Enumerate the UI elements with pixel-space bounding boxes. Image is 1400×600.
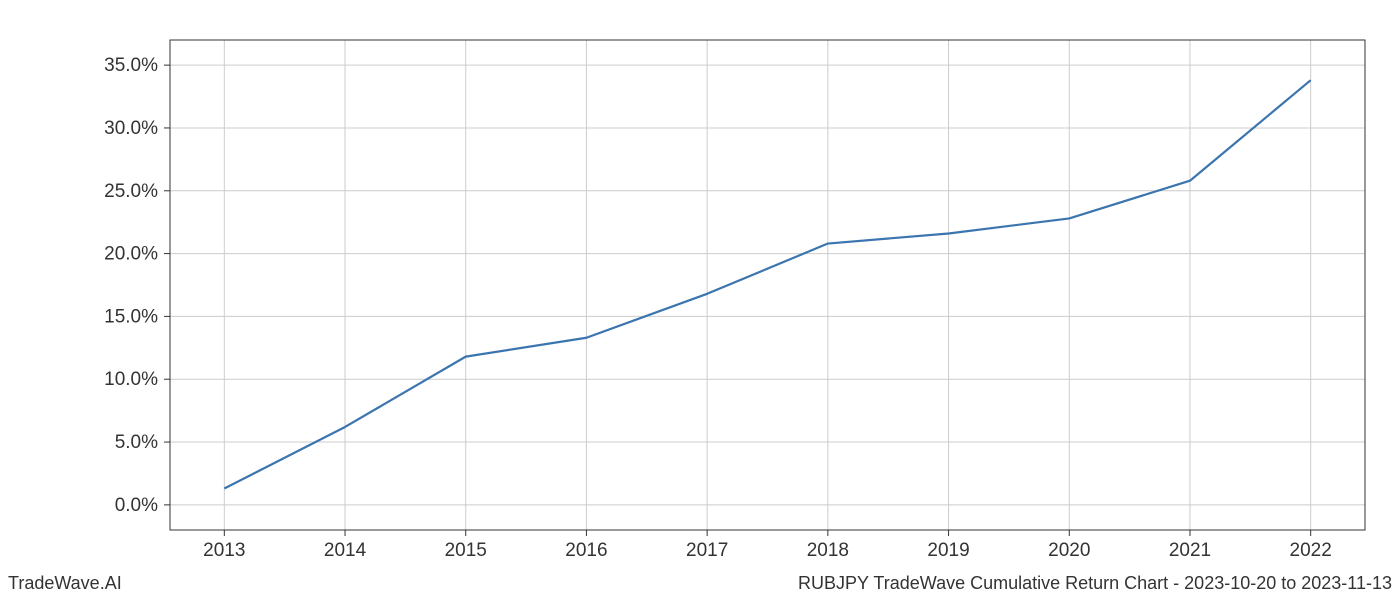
x-tick-label: 2020 xyxy=(1048,540,1090,561)
x-tick-label: 2014 xyxy=(324,540,367,561)
footer-left-label: TradeWave.AI xyxy=(8,573,122,594)
footer-right-label: RUBJPY TradeWave Cumulative Return Chart… xyxy=(798,573,1392,594)
y-tick-label: 35.0% xyxy=(104,55,158,76)
x-tick-label: 2015 xyxy=(445,540,487,561)
x-tick-label: 2022 xyxy=(1290,540,1332,561)
y-tick-label: 5.0% xyxy=(115,432,158,453)
y-tick-label: 25.0% xyxy=(104,181,158,202)
y-tick-label: 0.0% xyxy=(115,495,158,516)
y-tick-label: 30.0% xyxy=(104,118,158,139)
x-tick-label: 2019 xyxy=(927,540,969,561)
line-chart: 0.0% 5.0% 10.0% 15.0% 20.0% 25.0% 30.0% 35.0% 20… xyxy=(0,0,1400,600)
y-tick-label: 20.0% xyxy=(104,244,158,265)
y-tick-label: 15.0% xyxy=(104,306,158,327)
x-tick-label: 2013 xyxy=(203,540,245,561)
chart-container: 0.0% 5.0% 10.0% 15.0% 20.0% 25.0% 30.0% 35.0% 20… xyxy=(0,0,1400,600)
x-tick-label: 2016 xyxy=(565,540,607,561)
y-tick-label: 10.0% xyxy=(104,369,158,390)
x-tick-label: 2018 xyxy=(807,540,849,561)
x-tick-label: 2017 xyxy=(686,540,728,561)
x-tick-label: 2021 xyxy=(1169,540,1211,561)
